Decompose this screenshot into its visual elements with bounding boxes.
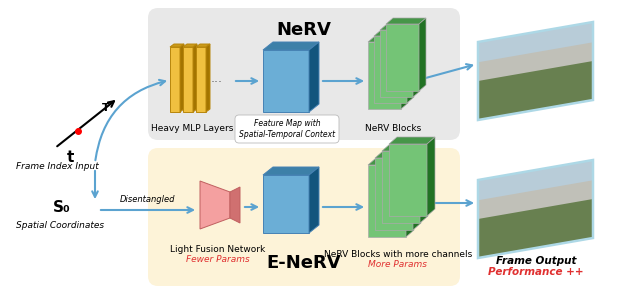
Text: Frame Output: Frame Output: [496, 256, 576, 266]
Polygon shape: [193, 44, 197, 112]
Polygon shape: [386, 18, 426, 24]
Polygon shape: [375, 151, 421, 158]
Polygon shape: [196, 44, 210, 47]
Polygon shape: [413, 151, 421, 230]
Text: Spatial Coordinates: Spatial Coordinates: [16, 221, 104, 230]
Text: More Params: More Params: [369, 260, 428, 269]
Polygon shape: [170, 47, 180, 112]
Text: Feature Map with
Spatial-Temporal Context: Feature Map with Spatial-Temporal Contex…: [239, 119, 335, 139]
Polygon shape: [380, 24, 420, 30]
Polygon shape: [170, 44, 184, 47]
Polygon shape: [368, 42, 401, 109]
Text: T: T: [102, 103, 109, 113]
Polygon shape: [478, 160, 593, 258]
Polygon shape: [386, 24, 419, 91]
Polygon shape: [196, 47, 206, 112]
FancyBboxPatch shape: [148, 148, 460, 286]
Polygon shape: [478, 22, 593, 64]
Text: Disentangled: Disentangled: [120, 195, 176, 204]
Polygon shape: [368, 158, 414, 165]
Polygon shape: [478, 160, 593, 202]
Polygon shape: [206, 44, 210, 112]
Polygon shape: [478, 22, 593, 120]
Polygon shape: [406, 158, 414, 237]
Polygon shape: [368, 165, 406, 237]
Polygon shape: [407, 30, 414, 103]
Text: ...: ...: [211, 73, 223, 85]
Text: NeRV Blocks: NeRV Blocks: [365, 124, 421, 133]
Polygon shape: [368, 36, 408, 42]
Polygon shape: [263, 167, 319, 175]
Polygon shape: [413, 24, 420, 97]
Text: Frame Index Input: Frame Index Input: [16, 162, 99, 171]
Text: Heavy MLP Layers: Heavy MLP Layers: [151, 124, 233, 133]
Text: Fewer Params: Fewer Params: [186, 255, 250, 264]
Polygon shape: [183, 44, 197, 47]
Text: S₀: S₀: [53, 200, 71, 215]
Polygon shape: [263, 50, 309, 112]
Polygon shape: [380, 30, 413, 97]
Polygon shape: [263, 175, 309, 233]
FancyBboxPatch shape: [148, 8, 460, 140]
Text: Performance ++: Performance ++: [488, 267, 584, 277]
Polygon shape: [374, 30, 414, 36]
Polygon shape: [389, 144, 427, 216]
Polygon shape: [180, 44, 184, 112]
Polygon shape: [478, 180, 593, 223]
Text: NeRV: NeRV: [276, 21, 332, 39]
Text: E-NeRV: E-NeRV: [267, 254, 341, 272]
Polygon shape: [230, 187, 240, 223]
Text: t: t: [67, 150, 74, 165]
Polygon shape: [375, 158, 413, 230]
Polygon shape: [419, 18, 426, 91]
Polygon shape: [309, 167, 319, 233]
Polygon shape: [183, 47, 193, 112]
Polygon shape: [478, 199, 593, 258]
FancyBboxPatch shape: [235, 115, 339, 143]
Polygon shape: [478, 61, 593, 120]
Polygon shape: [382, 151, 420, 223]
Polygon shape: [263, 42, 319, 50]
Polygon shape: [389, 137, 435, 144]
Polygon shape: [420, 144, 428, 223]
Polygon shape: [382, 144, 428, 151]
Polygon shape: [401, 36, 408, 109]
Polygon shape: [200, 181, 230, 229]
Text: Light Fusion Network: Light Fusion Network: [170, 245, 266, 254]
Polygon shape: [478, 42, 593, 85]
Polygon shape: [427, 137, 435, 216]
Text: NeRV Blocks with more channels: NeRV Blocks with more channels: [324, 250, 472, 259]
Polygon shape: [374, 36, 407, 103]
Polygon shape: [309, 42, 319, 112]
